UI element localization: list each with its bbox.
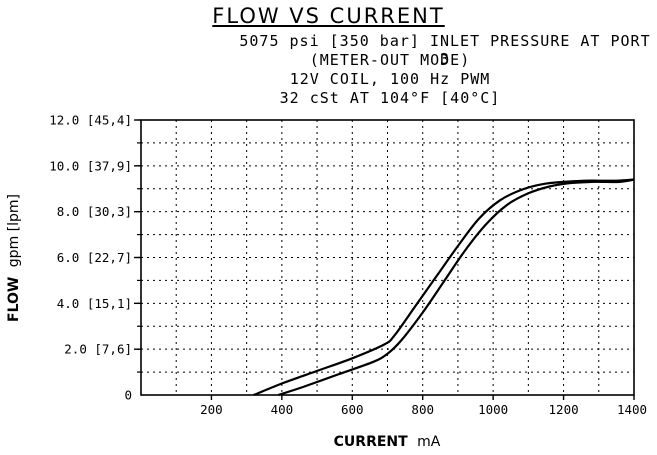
x-tick-label: 400 <box>271 402 294 417</box>
x-tick-label: 600 <box>341 402 364 417</box>
y-tick-label: 8.0 [30,3] <box>57 204 132 219</box>
x-tick-label: 1400 <box>617 402 647 417</box>
y-tick-label: 2.0 [7,6] <box>64 342 132 357</box>
flow-curve-1 <box>253 178 635 397</box>
y-tick-label: 10.0 [37,9] <box>49 158 132 173</box>
grid-lines <box>141 120 634 395</box>
y-tick-label: 6.0 [22,7] <box>57 250 132 265</box>
y-tick-label: 12.0 [45,4] <box>49 113 132 128</box>
chart-subtitle-line-4: 32 cSt AT 104°F [40°C] <box>279 89 501 107</box>
x-tick-label: 800 <box>411 402 434 417</box>
chart-subtitle-line-2: (METER-OUT MODE) <box>309 51 471 69</box>
y-axis-title: FLOW gpm [lpm] <box>6 194 22 322</box>
chart-title: FLOW VS CURRENT <box>212 4 445 28</box>
x-axis-title: CURRENT mA <box>334 434 441 450</box>
y-axis-title-unit: gpm [lpm] <box>6 194 22 267</box>
y-axis-ticks: 2.0 [7,6] 4.0 [15,1] 6.0 [22,7] 8.0 [30,3] 1… <box>49 113 141 403</box>
x-axis-title-bold: CURRENT <box>334 434 408 450</box>
chart-subtitle-line-3: 12V COIL, 100 Hz PWM <box>289 70 491 88</box>
y-tick-label-zero: 0 <box>124 388 132 403</box>
data-series <box>253 178 635 397</box>
y-tick-label: 4.0 [15,1] <box>57 296 132 311</box>
y-axis-title-bold: FLOW <box>6 277 22 322</box>
x-axis-ticks: 200 400 600 800 1000 1200 1400 <box>200 395 647 417</box>
x-tick-label: 1000 <box>478 402 508 417</box>
x-tick-label: 200 <box>200 402 223 417</box>
flow-curve-2 <box>277 178 635 397</box>
x-tick-label: 1200 <box>549 402 579 417</box>
chart-subtitle-line-1: 5075 psi [350 bar] INLET PRESSURE AT POR… <box>239 32 651 68</box>
x-axis-title-unit: mA <box>417 434 441 450</box>
